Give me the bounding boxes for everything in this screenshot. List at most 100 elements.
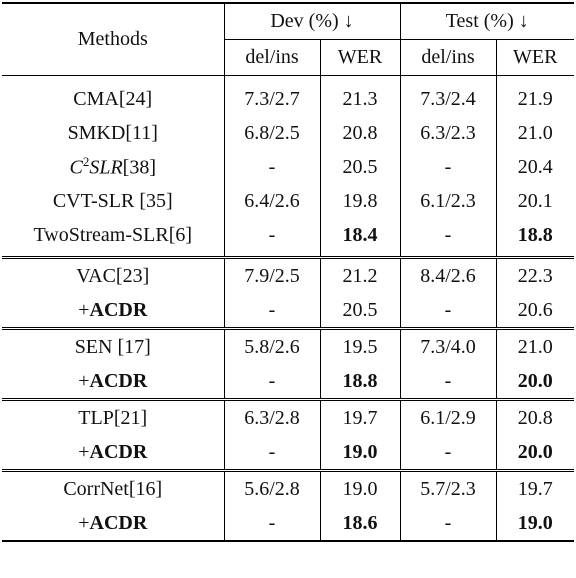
header-dev: Dev (%) ↓: [223, 2, 400, 40]
acdr-label: ACDR: [89, 369, 148, 392]
header-methods: Methods: [2, 2, 224, 76]
group-corrnet: CorrNet[16] 5.6/2.8 19.0 5.7/2.3 19.7 +A…: [2, 469, 574, 542]
test-wer-cell: 22.3: [495, 256, 574, 293]
method-cell: C2SLR[38]: [2, 150, 224, 184]
test-del-ins-cell: 6.1/2.3: [399, 184, 496, 218]
table-row: SEN [17] 5.8/2.6 19.5 7.3/4.0 21.0: [2, 327, 574, 364]
test-wer-cell: 20.8: [495, 398, 574, 435]
table-row: C2SLR[38] - 20.5 - 20.4: [2, 150, 574, 184]
table-row: +ACDR - 18.8 - 20.0: [2, 364, 574, 400]
acdr-label: ACDR: [89, 298, 148, 321]
test-del-ins-cell: -: [399, 150, 496, 184]
test-wer-cell: 21.0: [495, 116, 574, 150]
test-del-ins-cell: -: [399, 506, 496, 542]
test-wer-cell: 20.0: [495, 364, 574, 400]
method-c: C: [69, 156, 83, 179]
method-cell: CorrNet[16]: [2, 469, 224, 506]
dev-del-ins-cell: 7.3/2.7: [223, 75, 320, 116]
header-row-2: del/ins WER del/ins WER: [2, 39, 574, 76]
test-del-ins-cell: 6.3/2.3: [399, 116, 496, 150]
table-row: CVT-SLR [35] 6.4/2.6 19.8 6.1/2.3 20.1: [2, 184, 574, 218]
table-row: CMA[24] 7.3/2.7 21.3 7.3/2.4 21.9: [2, 75, 574, 116]
dev-wer-cell: 18.4: [319, 218, 400, 258]
acdr-prefix: +: [78, 369, 90, 392]
dev-del-ins-cell: -: [223, 506, 320, 542]
dev-del-ins-cell: 5.6/2.8: [223, 469, 320, 506]
method-ref: [38]: [122, 156, 156, 179]
acdr-label: ACDR: [89, 440, 148, 463]
table-row: +ACDR - 19.0 - 20.0: [2, 435, 574, 471]
dev-wer-cell: 19.7: [319, 398, 400, 435]
test-wer-cell: 20.1: [495, 184, 574, 218]
group-vac: VAC[23] 7.9/2.5 21.2 8.4/2.6 22.3 +ACDR …: [2, 256, 574, 329]
table-row: CorrNet[16] 5.6/2.8 19.0 5.7/2.3 19.7: [2, 469, 574, 506]
header-test: Test (%) ↓: [399, 2, 574, 40]
method-cell: +ACDR: [2, 364, 224, 400]
dev-wer-cell: 19.0: [319, 469, 400, 506]
method-cell: CVT-SLR [35]: [52, 189, 173, 212]
dev-wer-cell: 19.5: [319, 327, 400, 364]
table-row: SMKD[11] 6.8/2.5 20.8 6.3/2.3 21.0: [2, 116, 574, 150]
test-wer-cell: 18.8: [495, 218, 574, 258]
test-del-ins-cell: 5.7/2.3: [399, 469, 496, 506]
acdr-prefix: +: [78, 511, 90, 534]
dev-wer-cell: 20.5: [319, 150, 400, 184]
test-wer-cell: 20.6: [495, 293, 574, 329]
table-row: TLP[21] 6.3/2.8 19.7 6.1/2.9 20.8: [2, 398, 574, 435]
dev-wer-cell: 18.8: [319, 364, 400, 400]
acdr-label: ACDR: [89, 511, 148, 534]
header-dev-del-ins: del/ins: [223, 39, 320, 76]
test-wer-cell: 20.0: [495, 435, 574, 471]
method-cell: CMA[24]: [2, 75, 224, 116]
header-dev-wer: WER: [319, 39, 400, 76]
dev-del-ins-cell: -: [223, 435, 320, 471]
method-cell: SEN [17]: [2, 327, 224, 364]
dev-wer-cell: 21.2: [319, 256, 400, 293]
method-cell: +ACDR: [2, 435, 224, 471]
method-cell: SMKD[11]: [67, 121, 158, 144]
group-sen: SEN [17] 5.8/2.6 19.5 7.3/4.0 21.0 +ACDR…: [2, 327, 574, 400]
acdr-prefix: +: [78, 440, 90, 463]
method-cell: +ACDR: [2, 293, 224, 329]
dev-del-ins-cell: -: [223, 218, 320, 258]
dev-wer-cell: 19.8: [319, 184, 400, 218]
header-test-wer: WER: [495, 39, 574, 76]
test-wer-cell: 21.0: [495, 327, 574, 364]
table-row: TwoStream-SLR[6] - 18.4 - 18.8: [2, 218, 574, 258]
test-wer-cell: 21.9: [495, 75, 574, 116]
test-del-ins-cell: -: [399, 293, 496, 329]
dev-wer-cell: 20.5: [319, 293, 400, 329]
table-row: +ACDR - 20.5 - 20.6: [2, 293, 574, 329]
test-del-ins-cell: 6.1/2.9: [399, 398, 496, 435]
results-table: Methods Dev (%) ↓ Test (%) ↓ del/ins WER…: [2, 2, 574, 542]
dev-del-ins-cell: 6.8/2.5: [223, 116, 320, 150]
method-cell: TLP[21]: [2, 398, 224, 435]
test-del-ins-cell: 7.3/2.4: [399, 75, 496, 116]
method-slr: SLR: [89, 156, 123, 179]
header-row-1: Methods Dev (%) ↓ Test (%) ↓: [2, 2, 574, 76]
table-row: +ACDR - 18.6 - 19.0: [2, 506, 574, 542]
test-wer-cell: 20.4: [495, 150, 574, 184]
test-del-ins-cell: -: [399, 218, 496, 258]
group-baselines: CMA[24] 7.3/2.7 21.3 7.3/2.4 21.9 SMKD[1…: [2, 75, 574, 258]
method-cell: +ACDR: [2, 506, 224, 542]
table-row: VAC[23] 7.9/2.5 21.2 8.4/2.6 22.3: [2, 256, 574, 293]
group-tlp: TLP[21] 6.3/2.8 19.7 6.1/2.9 20.8 +ACDR …: [2, 398, 574, 471]
test-wer-cell: 19.7: [495, 469, 574, 506]
test-del-ins-cell: -: [399, 435, 496, 471]
acdr-prefix: +: [78, 298, 90, 321]
dev-wer-cell: 21.3: [319, 75, 400, 116]
dev-wer-cell: 19.0: [319, 435, 400, 471]
test-del-ins-cell: -: [399, 364, 496, 400]
dev-del-ins-cell: -: [223, 293, 320, 329]
test-del-ins-cell: 7.3/4.0: [399, 327, 496, 364]
method-cell: TwoStream-SLR[6]: [33, 223, 193, 246]
header-test-del-ins: del/ins: [399, 39, 496, 76]
dev-wer-cell: 18.6: [319, 506, 400, 542]
method-cell: VAC[23]: [2, 256, 224, 293]
dev-del-ins-cell: 6.3/2.8: [223, 398, 320, 435]
test-del-ins-cell: 8.4/2.6: [399, 256, 496, 293]
dev-del-ins-cell: 6.4/2.6: [223, 184, 320, 218]
dev-del-ins-cell: -: [223, 364, 320, 400]
